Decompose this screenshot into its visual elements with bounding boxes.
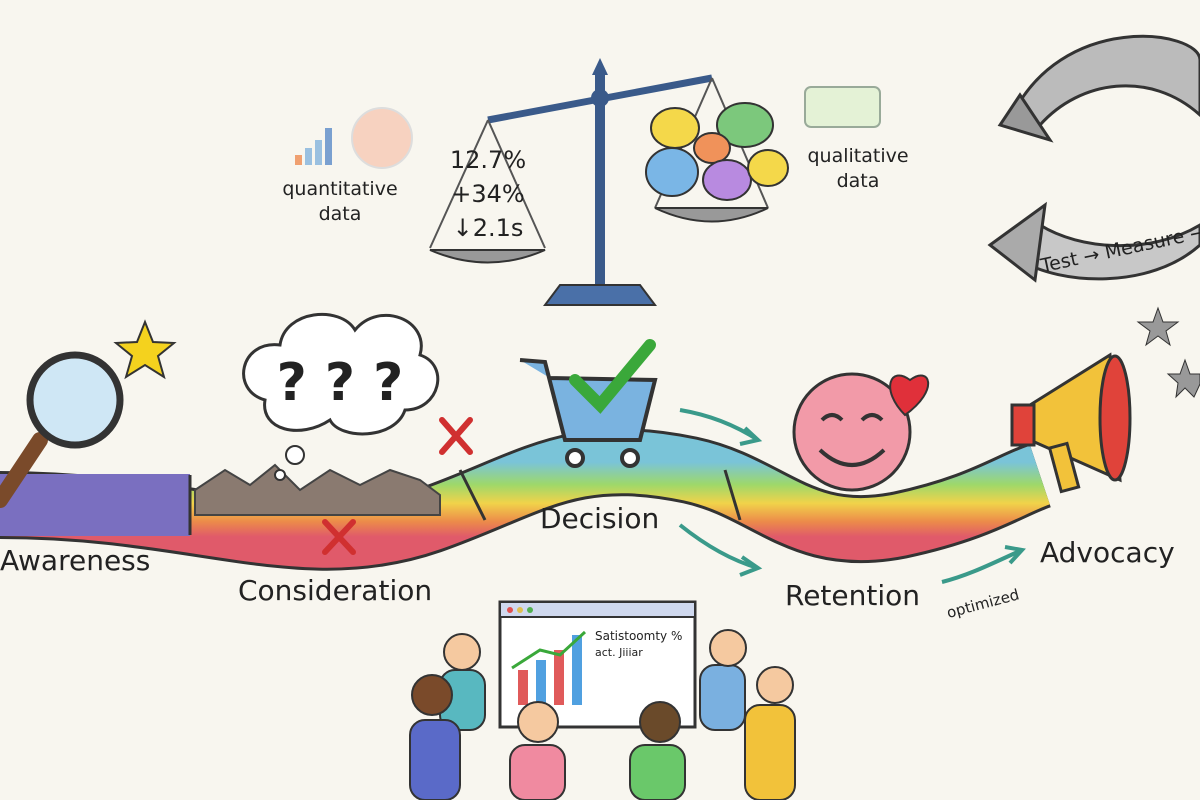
metric: ↓2.1s [453,214,524,242]
metric: 12.7% [450,146,526,174]
megaphone-icon [1010,306,1200,494]
flow-arrows [678,408,1026,584]
cross-marks [322,417,473,555]
qualitative-label: qualitative [807,145,908,167]
quantitative-label: data [319,203,362,225]
smiley-icon [792,372,930,492]
balance-scale [429,58,769,306]
speech-bubbles [645,86,881,201]
dashboard-subtitle: act. Jiiiar [595,646,643,659]
question-marks: ? ? ? [277,353,404,413]
star-icon [113,319,177,380]
stage-label: Decision [540,502,659,535]
stage-label: Awareness [0,544,150,577]
dashboard-title: Satistoomty % [595,629,682,643]
stage-label: Advocacy [1040,536,1175,569]
metric: +34% [451,180,524,208]
people-circle [409,629,796,800]
thought-cloud: ? ? ? [242,313,440,481]
magnifier-icon [0,351,124,508]
qualitative-label: data [837,170,880,192]
journey-road [0,428,1052,571]
stage-label: Consideration [238,574,432,607]
cart-icon [519,339,658,468]
stage-label: Retention [785,579,920,612]
mini-charts [295,107,413,169]
quantitative-label: quantitative [282,178,397,200]
